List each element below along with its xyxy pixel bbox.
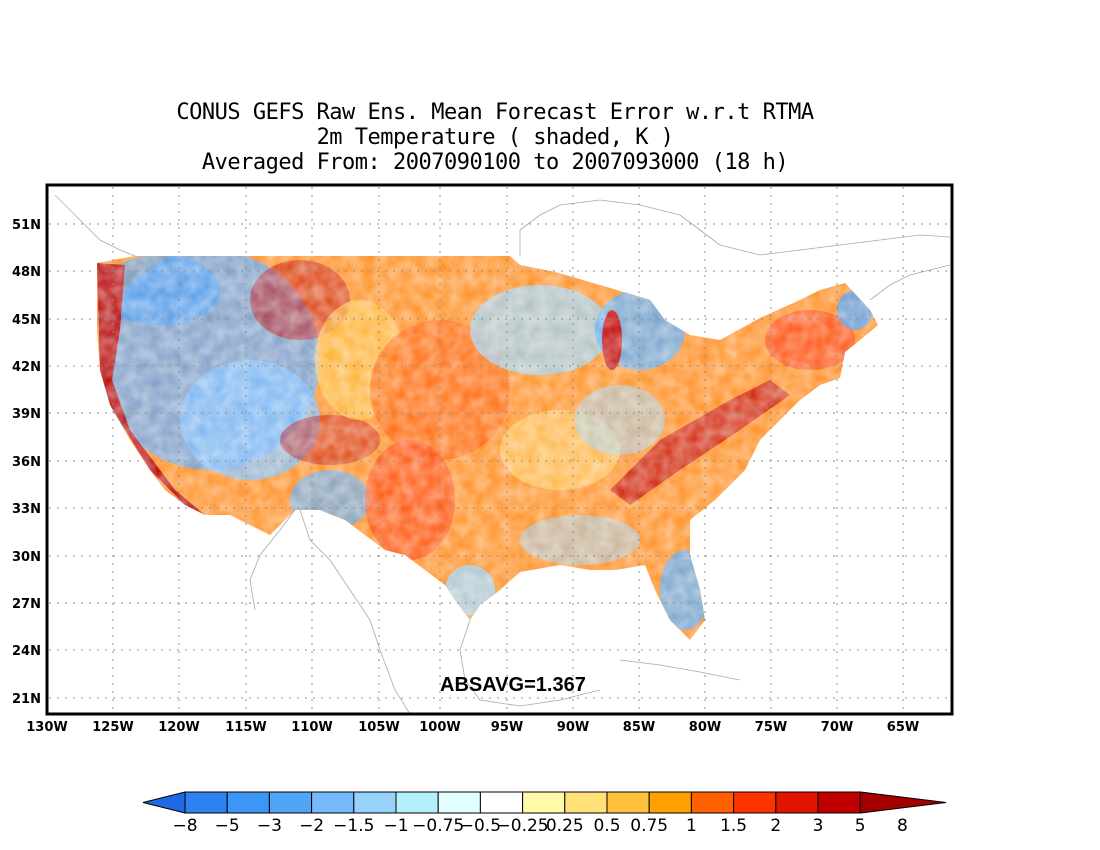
lat-tick-label: 33N <box>12 502 41 517</box>
lat-tick-label: 45N <box>12 313 41 328</box>
lon-tick-label: 65W <box>887 720 919 735</box>
colorbar-label: 0.5 <box>593 816 620 836</box>
title-line-3: Averaged From: 2007090100 to 2007093000 … <box>201 150 789 175</box>
colorbar-label: −0.75 <box>412 816 464 836</box>
lon-tick-label: 115W <box>225 720 266 735</box>
colorbar-swatch <box>522 791 566 814</box>
colorbar-label: −0.25 <box>497 816 549 836</box>
colorbar-swatch <box>184 791 228 814</box>
lat-tick-label: 42N <box>12 360 41 375</box>
colorbar-swatch <box>564 791 608 814</box>
colorbar-swatch <box>648 791 692 814</box>
lat-tick-label: 51N <box>12 218 41 233</box>
colorbar-label: 1.5 <box>720 816 747 836</box>
coastline-outline <box>54 194 951 714</box>
colorbar-label: 1 <box>686 816 697 836</box>
lat-tick-label: 30N <box>12 550 41 565</box>
colorbar-label: −0.5 <box>460 816 501 836</box>
lon-tick-label: 70W <box>821 720 853 735</box>
colorbar-label: −3 <box>257 816 282 836</box>
lat-tick-label: 39N <box>12 407 41 422</box>
colorbar-swatch <box>353 791 397 814</box>
lon-tick-label: 105W <box>358 720 399 735</box>
colorbar-swatch <box>437 791 481 814</box>
colorbar-swatch <box>268 791 313 814</box>
title-line-1: CONUS GEFS Raw Ens. Mean Forecast Error … <box>176 100 814 125</box>
title-block: CONUS GEFS Raw Ens. Mean Forecast Error … <box>0 100 990 175</box>
lat-tick-label: 48N <box>12 265 41 280</box>
lon-tick-label: 130W <box>26 720 67 735</box>
lat-tick-label: 24N <box>12 644 41 659</box>
colorbar-arrow-low <box>142 791 186 814</box>
lon-tick-label: 75W <box>755 720 787 735</box>
lon-tick-label: 110W <box>291 720 332 735</box>
colorbar-label: 0.75 <box>630 816 668 836</box>
colorbar-labels: −8 −5 −3 −2 −1.5 −1 −0.75−0.5−0.250.25 0.5 0.75 1… <box>172 816 907 836</box>
colorbar-label: −1.5 <box>333 816 374 836</box>
colorbar-swatch <box>690 791 735 814</box>
lon-tick-label: 90W <box>557 720 589 735</box>
colorbar-label: −8 <box>172 816 197 836</box>
colorbar-swatch <box>733 791 777 814</box>
colorbar-label: 3 <box>813 816 824 836</box>
lon-tick-label: 120W <box>158 720 199 735</box>
map-frame <box>45 183 954 716</box>
latitude-axis: 51N 48N 45N 42N 39N 36N 33N 30N 27N 24N … <box>12 218 41 707</box>
colorbar-label: 0.25 <box>546 816 584 836</box>
longitude-axis: 130W 125W 120W 115W 110W 105W 100W 95W 9… <box>26 720 919 735</box>
colorbar-swatch <box>606 791 650 814</box>
colorbar-swatch <box>226 791 270 814</box>
colorbar-swatch <box>817 791 861 814</box>
colorbar-label: −1 <box>383 816 408 836</box>
colorbar-label: 5 <box>855 816 866 836</box>
colorbar-label: 8 <box>897 816 908 836</box>
lat-tick-label: 27N <box>12 597 41 612</box>
lon-tick-label: 95W <box>491 720 523 735</box>
colorbar-label: −5 <box>215 816 240 836</box>
colorbar <box>142 791 947 814</box>
colorbar-swatch <box>395 791 439 814</box>
lon-tick-label: 85W <box>623 720 655 735</box>
lat-tick-label: 21N <box>12 692 41 707</box>
colorbar-label: 2 <box>770 816 781 836</box>
colorbar-arrow-high <box>859 791 947 814</box>
absavg-label: ABSAVG=1.367 <box>440 674 586 696</box>
colorbar-label: −2 <box>299 816 324 836</box>
lon-tick-label: 100W <box>419 720 460 735</box>
colorbar-swatch <box>775 791 819 814</box>
title-line-2: 2m Temperature ( shaded, K ) <box>316 125 674 150</box>
lon-tick-label: 80W <box>689 720 721 735</box>
colorbar-swatch <box>479 791 524 814</box>
lat-tick-label: 36N <box>12 455 41 470</box>
lon-tick-label: 125W <box>92 720 133 735</box>
colorbar-swatch <box>311 791 355 814</box>
